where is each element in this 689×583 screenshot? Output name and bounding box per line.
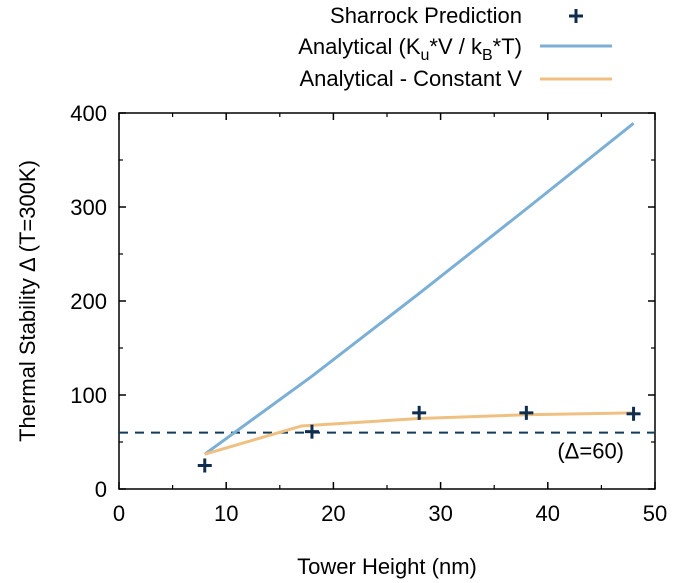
data-point-sharrock [519,405,534,420]
x-tick-label: 30 [428,501,452,526]
data-point-sharrock [626,406,641,421]
legend-analytical-suffix: *T) [493,34,522,59]
x-tick-label: 40 [536,501,560,526]
legend-label-sharrock: Sharrock Prediction [330,3,522,28]
x-tick-label: 50 [643,501,667,526]
data-point-sharrock [412,405,427,420]
legend-marker-plus [569,9,583,23]
legend: Sharrock Prediction Analytical (Ku*V / k… [298,3,612,91]
series-line-1 [203,122,635,456]
y-axis: 0 100 200 300 400 [70,101,655,502]
y-tick-label: 0 [95,477,107,502]
y-tick-label: 100 [70,383,107,408]
x-axis-title: Tower Height (nm) [297,554,477,579]
y-tick-label: 200 [70,289,107,314]
y-tick-label: 400 [70,101,107,126]
legend-analytical-sub-b: B [482,47,493,64]
x-tick-label: 20 [321,501,345,526]
series-layer [197,122,641,473]
x-tick-label: 0 [113,501,125,526]
reference-line-label: (Δ=60) [557,439,624,464]
x-axis: 0 10 20 30 40 50 [113,113,667,526]
legend-marker-sharrock [569,9,583,23]
y-tick-label: 300 [70,195,107,220]
legend-label-analytical: Analytical (Ku*V / kB*T) [298,34,522,64]
data-point-sharrock [304,424,319,439]
data-point-sharrock [197,458,212,473]
legend-analytical-prefix: Analytical (K [298,34,421,59]
legend-analytical-sub-u: u [421,47,430,64]
x-tick-label: 10 [214,501,238,526]
legend-analytical-mid: *V / k [429,34,483,59]
y-axis-title: Thermal Stability Δ (T=300K) [15,160,40,442]
legend-label-constant-v: Analytical - Constant V [299,66,522,91]
